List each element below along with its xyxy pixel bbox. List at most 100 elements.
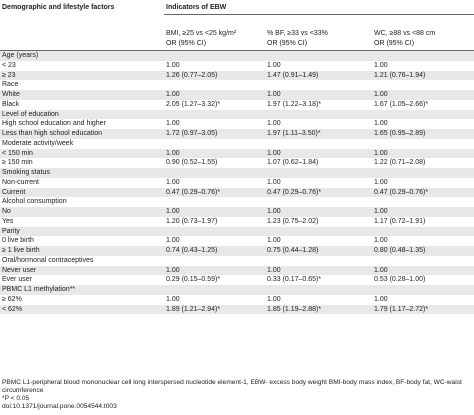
cell-value: 0.90 (0.52–1.55): [166, 159, 218, 167]
section-row: Oral/hormonal contraceptives: [0, 256, 474, 266]
row-label: PBMC L1 methylation**: [2, 286, 76, 293]
row-label: ≥ 62%: [2, 295, 22, 303]
cell-value: 1.00: [374, 178, 388, 186]
data-row: Non-current 1.00 1.00 1.00: [0, 178, 474, 188]
row-label: Alcohol consumption: [2, 198, 67, 206]
row-label: High school education and higher: [2, 120, 106, 128]
data-row: Current 0.47 (0.29–0.76)* 0.47 (0.29–0.76)…: [0, 187, 474, 198]
row-label: Level of education: [2, 110, 59, 118]
empty-cell: [265, 256, 372, 266]
row-label: Race: [2, 81, 19, 89]
cell-value: 1.00: [374, 91, 388, 98]
empty-cell: [372, 139, 474, 149]
empty-cell: [372, 256, 474, 266]
data-row: White 1.00 1.00 1.00: [0, 90, 474, 100]
cell-value: 1.00: [166, 91, 180, 98]
row-label: ≥ 150 min: [2, 159, 33, 167]
cell-value: 1.67 (1.05–2.66)*: [374, 100, 429, 108]
empty-cell: [164, 110, 265, 120]
empty-cell: [265, 80, 372, 90]
data-row: < 150 min 1.00 1.00 1.00: [0, 148, 474, 159]
empty-cell: [372, 227, 474, 237]
empty-cell: [372, 197, 474, 207]
row-label: No: [2, 208, 11, 215]
data-row: Ever user 0.29 (0.15–0.59)* 0.33 (0.17–0.6…: [0, 275, 474, 285]
cell-value: 1.00: [267, 120, 281, 128]
section-row: PBMC L1 methylation**: [0, 285, 474, 295]
empty-cell: [265, 227, 372, 237]
row-label: < 62%: [2, 305, 23, 313]
header-row: BMI, ≥25 vs <25 kg/m² % BF, ≥33 vs <33% …: [0, 15, 474, 37]
header-row: OR (95% CI) OR (95% CI) OR (95% CI): [0, 37, 474, 51]
row-label: 0 live birth: [2, 237, 34, 245]
cell-value: 2.05 (1.27–3.32)*: [166, 100, 221, 108]
column-header: BMI, ≥25 vs <25 kg/m²: [166, 30, 237, 37]
section-row: Parity: [0, 226, 474, 237]
cell-value: 1.00: [267, 91, 281, 98]
empty-cell: [164, 285, 265, 295]
cell-value: 0.75 (0.44–1.28): [267, 247, 319, 254]
empty-cell: [164, 168, 265, 178]
empty-cell: [164, 80, 265, 90]
table-body: Demographic and lifestyle factors Indica…: [0, 0, 474, 315]
header-group: Indicators of EBW: [164, 0, 474, 15]
row-label: Moderate activity/week: [2, 139, 74, 147]
cell-value: 1.47 (0.91–1.49): [267, 71, 319, 79]
data-row: 0 live birth 1.00 1.00 1.00: [0, 236, 474, 246]
cell-value: 1.72 (0.97–3.05): [166, 130, 218, 137]
cell-value: 1.23 (0.75–2.02): [267, 217, 319, 225]
row-label: White: [2, 91, 20, 98]
empty-cell: [265, 139, 372, 149]
cell-value: 1.00: [166, 208, 180, 215]
cell-value: 1.89 (1.21–2.94)*: [166, 305, 221, 313]
empty-cell: [164, 256, 265, 266]
cell-value: 0.47 (0.29–0.76)*: [166, 188, 221, 196]
row-label: Ever user: [2, 276, 32, 284]
column-subheader: OR (95% CI): [166, 40, 207, 47]
row-label: < 150 min: [2, 149, 33, 157]
cell-value: 1.00: [166, 237, 180, 245]
row-label: Less than high school education: [2, 130, 103, 137]
data-row: Never user 1.00 1.00 1.00: [0, 265, 474, 276]
footnote: PBMC L1-peripheral blood mononuclear cel…: [2, 379, 462, 394]
empty-cell: [265, 197, 372, 207]
cell-value: 1.00: [374, 61, 388, 69]
cell-value: 1.00: [267, 149, 281, 157]
cell-value: 1.22 (0.71–2.08): [374, 159, 426, 167]
cell-value: 1.00: [267, 295, 281, 303]
cell-value: 0.47 (0.29–0.76)*: [267, 188, 322, 196]
empty-cell: [372, 168, 474, 178]
data-row: ≥ 1 live birth 0.74 (0.43–1.25) 0.75 (0.44…: [0, 246, 474, 256]
data-table: Demographic and lifestyle factors Indica…: [0, 0, 474, 315]
empty-cell: [372, 285, 474, 295]
row-label: Black: [2, 100, 20, 108]
data-row: ≥ 150 min 0.90 (0.52–1.55) 1.07 (0.62–1.84…: [0, 158, 474, 168]
section-row: Race: [0, 80, 474, 90]
cell-value: 1.00: [374, 266, 388, 274]
section-row: Alcohol consumption: [0, 197, 474, 207]
empty-cell: [164, 227, 265, 237]
row-label: Smoking status: [2, 169, 50, 176]
cell-value: 1.85 (1.19–2.88)*: [267, 305, 322, 313]
empty-cell: [372, 80, 474, 90]
footnote: doi:10.1371/journal.pone.0054544.t003: [2, 403, 117, 410]
cell-value: 1.00: [166, 178, 180, 186]
row-label: Age (years): [2, 52, 39, 59]
empty-cell: [164, 197, 265, 207]
empty-cell: [265, 110, 372, 120]
empty-cell: [164, 139, 265, 149]
section-row: Moderate activity/week: [0, 139, 474, 149]
cell-value: 1.00: [267, 266, 281, 274]
cell-value: 1.65 (0.95–2.89): [374, 130, 426, 137]
empty-cell: [372, 110, 474, 120]
cell-value: 1.07 (0.62–1.84): [267, 159, 319, 167]
cell-value: 1.97 (1.11–3.50)*: [267, 130, 321, 137]
data-row: Less than high school education 1.72 (0.9…: [0, 129, 474, 139]
header-row: Demographic and lifestyle factors Indica…: [0, 0, 474, 15]
empty-cell: [265, 285, 372, 295]
cell-value: 0.74 (0.43–1.25): [166, 247, 218, 254]
data-row: ≥ 62% 1.00 1.00 1.00: [0, 295, 474, 305]
cell-value: 0.47 (0.29–0.76)*: [374, 188, 429, 196]
cell-value: 1.17 (0.72–1.91): [374, 217, 426, 225]
